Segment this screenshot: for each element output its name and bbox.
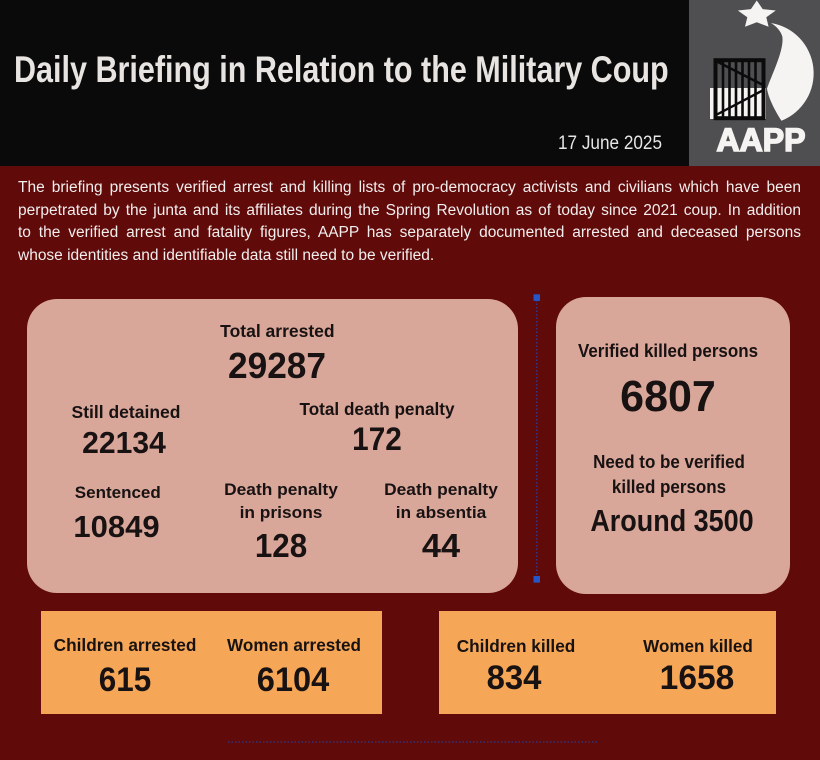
svg-text:AAPP: AAPP	[717, 122, 806, 158]
